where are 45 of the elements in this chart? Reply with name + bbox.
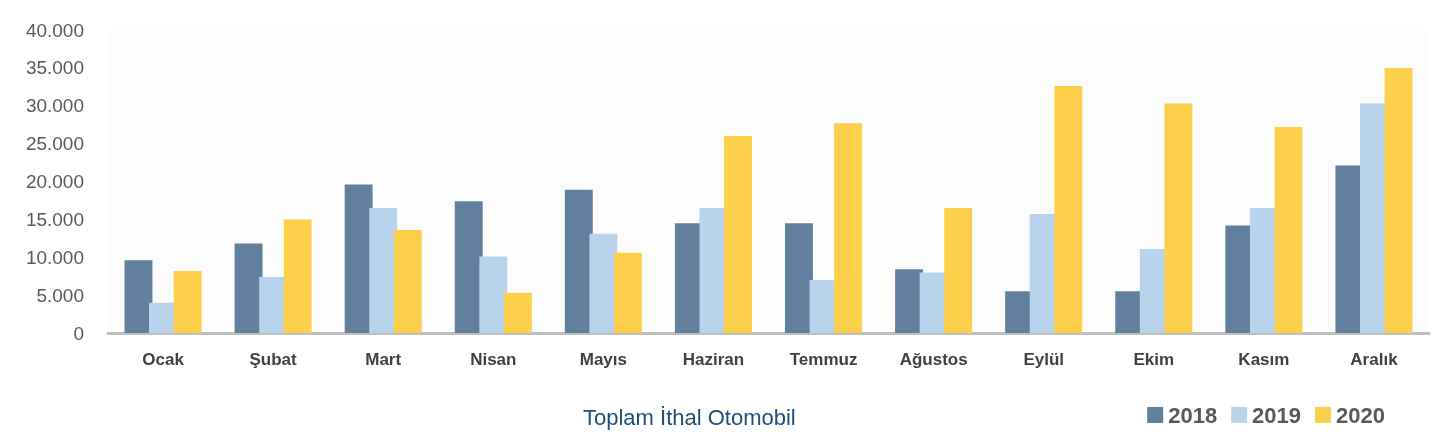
legend-label: 2018 (1168, 402, 1218, 428)
y-tick-label: 40.000 (25, 19, 84, 41)
x-tick-label: Ekim (1133, 350, 1175, 369)
y-tick-label: 25.000 (25, 133, 84, 155)
x-tick-label: Eylül (1023, 350, 1065, 369)
bar (234, 243, 263, 333)
y-tick-label: 35.000 (25, 57, 84, 79)
x-tick-label: Haziran (682, 350, 745, 369)
x-tick-label: Nisan (470, 350, 517, 369)
y-tick-label: 10.000 (25, 246, 84, 268)
x-tick-label: Ocak (142, 350, 185, 369)
bar (834, 123, 863, 333)
bar (1384, 67, 1413, 333)
bar (124, 260, 153, 333)
bar (944, 208, 973, 333)
bar (785, 223, 813, 333)
bar (1054, 86, 1083, 333)
text: Toplam İthal Otomobil (583, 404, 796, 430)
bar (613, 252, 642, 333)
y-tick-label: 15.000 (25, 208, 84, 230)
x-tick-label: Mayıs (579, 350, 627, 369)
x-tick-label: Mart (365, 350, 402, 369)
legend-label: 2019 (1252, 402, 1302, 428)
bar (369, 208, 398, 333)
x-tick-label: Temmuz (789, 350, 858, 369)
bar (393, 229, 422, 333)
bar (724, 136, 752, 333)
bar (173, 270, 202, 333)
x-tick-label: Şubat (249, 350, 298, 369)
bar (503, 292, 532, 333)
bar (564, 189, 593, 333)
bar (454, 201, 483, 333)
x-tick-label: Kasım (1238, 350, 1290, 369)
bar (283, 219, 312, 333)
y-tick-label: 30.000 (25, 95, 84, 117)
legend-label: 2020 (1336, 402, 1386, 428)
bar (1274, 126, 1303, 333)
x-tick-label: Ağustos (899, 350, 968, 369)
y-tick-label: 5.000 (36, 284, 84, 306)
y-tick-label: 20.000 (25, 171, 84, 192)
bar (1164, 103, 1193, 333)
y-tick-label: 0 (73, 322, 84, 344)
bar (479, 256, 508, 333)
bar (589, 233, 618, 333)
x-tick-label: Aralık (1350, 350, 1399, 369)
